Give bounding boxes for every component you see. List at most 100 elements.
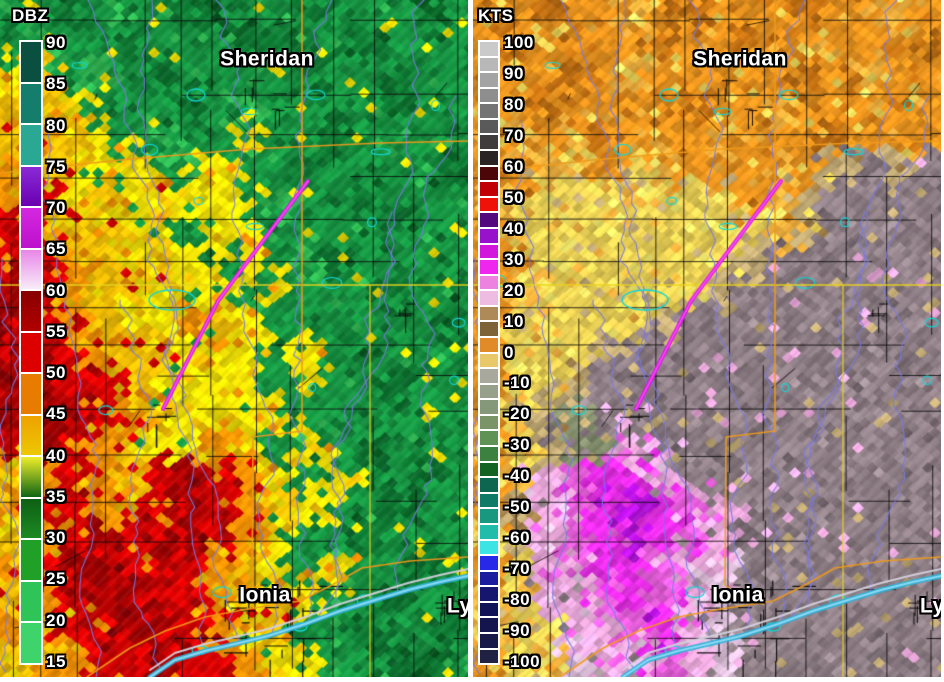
velocity-scale-segment — [480, 384, 498, 399]
velocity-scale-label: -60 — [504, 528, 531, 548]
city-label-ionia: Ionia — [239, 583, 291, 607]
window-border-bottom — [0, 677, 944, 682]
reflectivity-scale-label: 80 — [46, 115, 66, 135]
velocity-scale-segment — [480, 602, 498, 617]
velocity-scale-segment — [480, 260, 498, 274]
velocity-scale-label: -100 — [504, 652, 541, 672]
city-label-ionia: Ionia — [712, 583, 764, 607]
reflectivity-scale-segment — [21, 581, 41, 622]
velocity-scale-label: -20 — [504, 404, 531, 424]
velocity-scale-segment — [480, 587, 498, 601]
velocity-field-canvas[interactable] — [473, 0, 941, 677]
reflectivity-scale-title: DBZ — [12, 6, 49, 25]
velocity-scale-label: 90 — [504, 64, 524, 84]
reflectivity-scale-segment — [21, 208, 41, 248]
reflectivity-scale-label: 85 — [46, 74, 66, 94]
reflectivity-field-canvas[interactable] — [0, 0, 468, 677]
velocity-scale-label: -30 — [504, 435, 531, 455]
reflectivity-scale-label: 90 — [46, 33, 66, 53]
velocity-scale-title: KTS — [478, 6, 514, 25]
velocity-scale-segment — [480, 275, 498, 290]
velocity-scale-segment — [480, 618, 498, 632]
velocity-scale-segment — [480, 322, 498, 336]
reflectivity-scale-label: 30 — [46, 528, 66, 548]
velocity-scale-label: 40 — [504, 218, 524, 238]
velocity-scale-label: -70 — [504, 559, 531, 579]
velocity-scale-label: -50 — [504, 497, 531, 517]
reflectivity-scale-label: 70 — [46, 198, 66, 218]
reflectivity-scale-segment — [21, 623, 41, 663]
velocity-scale-label: 60 — [504, 156, 524, 176]
velocity-scale-segment — [480, 104, 498, 118]
reflectivity-scale-label: 45 — [46, 404, 66, 424]
reflectivity-scale-segment — [21, 291, 41, 331]
velocity-scale-segment — [480, 447, 498, 461]
velocity-scale-segment — [480, 462, 498, 477]
velocity-scale-segment — [480, 524, 498, 539]
reflectivity-scale-segment — [21, 166, 41, 207]
city-label-sheridan: Sheridan — [220, 47, 314, 71]
reflectivity-scale-segment — [21, 332, 41, 373]
reflectivity-scale-segment — [21, 42, 41, 82]
panel-divider — [468, 0, 473, 677]
velocity-scale-segment — [480, 291, 498, 305]
velocity-scale-segment — [480, 509, 498, 523]
velocity-scale-label: 70 — [504, 126, 524, 146]
velocity-scale-segment — [480, 244, 498, 259]
reflectivity-scale-segment — [21, 457, 41, 497]
velocity-scale-segment — [480, 431, 498, 446]
velocity-scale-label: -90 — [504, 621, 531, 641]
velocity-scale-segment — [480, 369, 498, 383]
city-label-ly: Ly — [447, 594, 468, 618]
city-label-ly: Ly — [920, 594, 941, 618]
reflectivity-scale-label: 35 — [46, 487, 66, 507]
velocity-scale-segment — [480, 556, 498, 570]
reflectivity-scale-label: 40 — [46, 445, 66, 465]
velocity-scale-label: -80 — [504, 590, 531, 610]
velocity-scale-segment — [480, 633, 498, 648]
reflectivity-scale-segment — [21, 125, 41, 165]
radar-panel-reflectivity[interactable]: DBZ 90 85 80 75 70 65 60 55 50 45 40 35 30 25 20 15 She… — [0, 0, 468, 677]
velocity-scale-segment — [480, 493, 498, 508]
velocity-scale-segment — [480, 400, 498, 414]
velocity-scale-segment — [480, 57, 498, 72]
velocity-scale-segment — [480, 88, 498, 103]
velocity-scale-segment — [480, 337, 498, 352]
velocity-scale-label: 50 — [504, 187, 524, 207]
velocity-scale-label: -10 — [504, 373, 531, 393]
velocity-scale-segment — [480, 73, 498, 87]
velocity-scale-segment — [480, 197, 498, 212]
velocity-colorbar — [478, 40, 500, 665]
velocity-scale-segment — [480, 135, 498, 150]
reflectivity-scale-segment — [21, 415, 41, 456]
city-label-sheridan: Sheridan — [693, 47, 787, 71]
velocity-scale-segment — [480, 571, 498, 586]
velocity-scale-label: 0 — [504, 342, 514, 362]
velocity-scale-label: 10 — [504, 311, 524, 331]
velocity-scale-label: 20 — [504, 280, 524, 300]
velocity-scale-segment — [480, 306, 498, 321]
reflectivity-scale-segment — [21, 83, 41, 124]
radar-panel-velocity[interactable]: KTS 100 90 80 70 60 50 40 30 20 10 0 -10 -20 -30 -40 -5… — [473, 0, 941, 677]
reflectivity-scale-label: 25 — [46, 569, 66, 589]
velocity-scale-segment — [480, 166, 498, 181]
reflectivity-scale-segment — [21, 249, 41, 290]
velocity-scale-segment — [480, 540, 498, 555]
reflectivity-scale-label: 75 — [46, 156, 66, 176]
velocity-scale-segment — [480, 151, 498, 165]
velocity-scale-segment — [480, 415, 498, 430]
velocity-scale-label: 80 — [504, 95, 524, 115]
velocity-scale-segment — [480, 478, 498, 492]
velocity-scale-label: -40 — [504, 466, 531, 486]
velocity-scale-segment — [480, 182, 498, 196]
window-border-right — [941, 0, 944, 682]
velocity-scale-segment — [480, 119, 498, 134]
velocity-scale-segment — [480, 213, 498, 227]
reflectivity-scale-label: 60 — [46, 280, 66, 300]
velocity-scale-segment — [480, 353, 498, 368]
velocity-scale-segment — [480, 649, 498, 664]
velocity-scale-label: 30 — [504, 249, 524, 269]
reflectivity-scale-label: 55 — [46, 322, 66, 342]
reflectivity-scale-label: 50 — [46, 363, 66, 383]
reflectivity-scale-segment — [21, 540, 41, 580]
